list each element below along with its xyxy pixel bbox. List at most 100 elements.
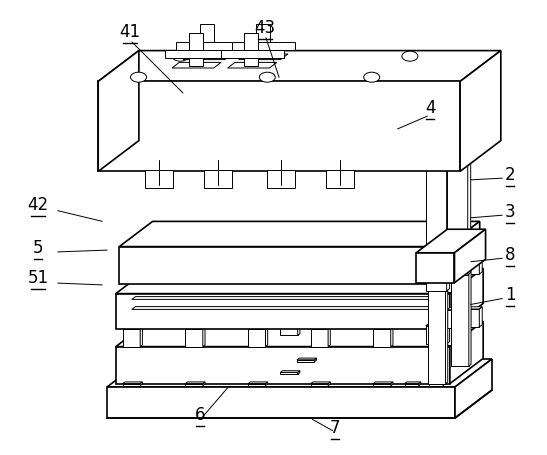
Polygon shape <box>391 382 393 385</box>
Polygon shape <box>280 318 298 335</box>
Polygon shape <box>280 316 300 318</box>
Polygon shape <box>205 170 232 188</box>
Polygon shape <box>429 382 445 384</box>
Polygon shape <box>462 262 482 264</box>
Polygon shape <box>228 62 277 68</box>
Polygon shape <box>450 321 483 384</box>
Polygon shape <box>123 327 142 329</box>
Polygon shape <box>455 359 492 418</box>
Polygon shape <box>248 327 267 329</box>
Polygon shape <box>374 329 391 347</box>
Polygon shape <box>311 327 330 329</box>
Ellipse shape <box>259 72 275 82</box>
Text: 2: 2 <box>505 166 515 184</box>
Polygon shape <box>185 329 203 347</box>
Polygon shape <box>123 384 140 385</box>
Polygon shape <box>391 327 393 347</box>
Polygon shape <box>185 384 203 385</box>
Text: 41: 41 <box>119 23 141 41</box>
Polygon shape <box>119 222 480 247</box>
Polygon shape <box>447 310 468 328</box>
Polygon shape <box>447 163 450 291</box>
Text: 43: 43 <box>254 19 276 37</box>
Polygon shape <box>116 321 483 347</box>
Polygon shape <box>328 382 330 385</box>
Polygon shape <box>447 147 470 150</box>
Polygon shape <box>438 327 455 345</box>
Polygon shape <box>418 382 421 385</box>
Polygon shape <box>107 359 492 387</box>
Polygon shape <box>405 382 421 384</box>
Polygon shape <box>405 384 418 385</box>
Polygon shape <box>172 62 221 68</box>
Polygon shape <box>298 371 300 374</box>
Polygon shape <box>203 382 205 385</box>
Text: 6: 6 <box>195 406 205 424</box>
Text: 3: 3 <box>505 203 515 221</box>
Polygon shape <box>428 282 445 384</box>
Polygon shape <box>176 42 239 50</box>
Text: 1: 1 <box>505 286 515 304</box>
Polygon shape <box>438 325 458 327</box>
Polygon shape <box>479 307 482 327</box>
Polygon shape <box>297 358 317 360</box>
Text: 7: 7 <box>330 419 340 437</box>
Polygon shape <box>185 327 205 329</box>
Polygon shape <box>298 316 300 335</box>
Polygon shape <box>460 51 501 172</box>
Polygon shape <box>451 264 469 366</box>
Text: 51: 51 <box>27 269 49 287</box>
Polygon shape <box>297 303 317 305</box>
Polygon shape <box>426 324 450 326</box>
Polygon shape <box>238 54 288 60</box>
Polygon shape <box>140 327 142 347</box>
Polygon shape <box>468 147 470 275</box>
Polygon shape <box>98 51 139 172</box>
Polygon shape <box>248 384 265 385</box>
Polygon shape <box>438 282 455 292</box>
Polygon shape <box>429 384 443 385</box>
Polygon shape <box>315 358 317 362</box>
Polygon shape <box>116 268 483 293</box>
Polygon shape <box>119 247 446 283</box>
Polygon shape <box>374 327 393 329</box>
Polygon shape <box>265 327 267 347</box>
Polygon shape <box>248 382 267 384</box>
Polygon shape <box>374 382 393 384</box>
Polygon shape <box>183 54 232 60</box>
Polygon shape <box>146 170 173 188</box>
Polygon shape <box>311 384 328 385</box>
Polygon shape <box>426 326 447 344</box>
Polygon shape <box>132 307 431 309</box>
Text: 4: 4 <box>425 99 435 117</box>
Polygon shape <box>311 329 328 347</box>
Polygon shape <box>455 325 458 345</box>
Polygon shape <box>447 150 468 275</box>
Polygon shape <box>446 222 480 283</box>
Polygon shape <box>416 229 486 253</box>
Polygon shape <box>297 305 315 323</box>
Polygon shape <box>267 170 295 188</box>
Text: 42: 42 <box>27 196 49 214</box>
Polygon shape <box>221 50 283 58</box>
Polygon shape <box>315 303 317 323</box>
Polygon shape <box>123 329 140 347</box>
Text: 5: 5 <box>33 239 43 257</box>
Polygon shape <box>447 308 470 310</box>
Polygon shape <box>140 382 142 385</box>
Polygon shape <box>443 382 445 385</box>
Polygon shape <box>328 327 330 347</box>
Polygon shape <box>203 327 205 347</box>
Polygon shape <box>98 51 501 81</box>
Polygon shape <box>189 33 203 66</box>
Polygon shape <box>468 308 470 328</box>
Polygon shape <box>280 372 298 374</box>
Polygon shape <box>450 268 483 329</box>
Polygon shape <box>462 264 479 274</box>
Polygon shape <box>455 229 486 283</box>
Polygon shape <box>438 280 458 282</box>
Ellipse shape <box>172 51 188 61</box>
Polygon shape <box>107 387 455 418</box>
Polygon shape <box>185 382 205 384</box>
Polygon shape <box>248 329 265 347</box>
